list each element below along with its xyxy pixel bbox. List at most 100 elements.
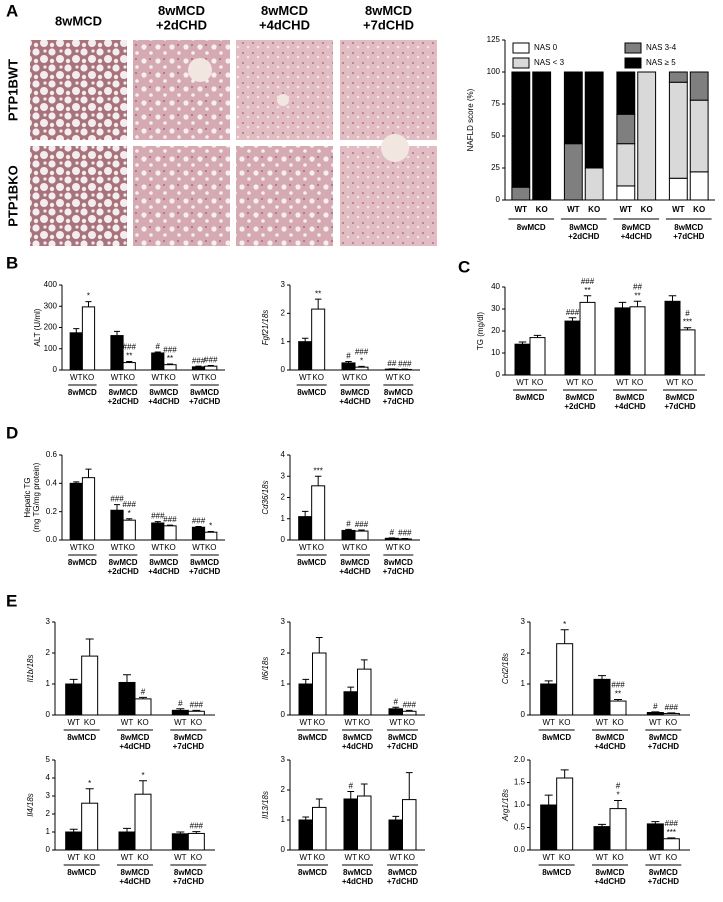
series-label: WT bbox=[152, 373, 165, 382]
bar-segment bbox=[584, 71, 604, 169]
group-label: 8wMCD bbox=[517, 223, 546, 232]
x-tick-label: WT bbox=[620, 205, 633, 214]
bar-segment bbox=[584, 167, 604, 201]
series-label: WT bbox=[299, 543, 312, 552]
series-label: KO bbox=[399, 543, 411, 552]
significance-label: ### ** bbox=[163, 345, 177, 363]
series-label: WT bbox=[566, 378, 579, 387]
series-label: WT bbox=[616, 378, 629, 387]
y-tick-label: 0 bbox=[496, 370, 501, 379]
category-label: 8wMCD +7dCHD bbox=[664, 393, 696, 411]
series-label: KO bbox=[559, 853, 571, 862]
legend-swatch bbox=[624, 57, 642, 69]
series-label: KO bbox=[358, 853, 370, 862]
histology-row-label: PTP1BWT bbox=[5, 59, 20, 121]
bar bbox=[540, 683, 558, 716]
y-tick-label: 1 bbox=[46, 827, 51, 836]
error-bar bbox=[583, 295, 592, 303]
significance-label: ### bbox=[398, 359, 412, 368]
bar-segment bbox=[616, 113, 636, 145]
series-label: KO bbox=[313, 853, 325, 862]
legend-swatch bbox=[624, 42, 642, 54]
series-label: WT bbox=[70, 543, 83, 552]
error-bar bbox=[345, 361, 352, 363]
y-tick-label: 0.6 bbox=[46, 450, 58, 459]
bar bbox=[540, 804, 558, 851]
histology-image bbox=[30, 40, 127, 140]
bar bbox=[110, 335, 124, 371]
y-tick-label: 1 bbox=[281, 514, 286, 523]
y-tick-label: 0.5 bbox=[514, 823, 526, 832]
bar bbox=[564, 320, 581, 376]
y-tick-label: 2 bbox=[46, 809, 51, 818]
y-tick-label: 2 bbox=[281, 493, 286, 502]
error-bar bbox=[139, 780, 147, 795]
bar bbox=[298, 516, 313, 541]
category-label: 8wMCD +7dCHD bbox=[173, 868, 205, 886]
bar-segment bbox=[616, 185, 636, 201]
y-tick-label: 1 bbox=[281, 337, 286, 346]
category-label: 8wMCD +2dCHD bbox=[107, 558, 139, 576]
y-tick-label: 100 bbox=[44, 344, 58, 353]
error-bar bbox=[544, 794, 553, 805]
vein bbox=[381, 134, 409, 162]
y-tick-label: 0 bbox=[46, 845, 51, 854]
y-tick-label: 1 bbox=[281, 679, 286, 688]
error-bar bbox=[614, 800, 622, 809]
legend-label: NAS < 3 bbox=[534, 58, 565, 67]
x-tick-label: WT bbox=[672, 205, 685, 214]
significance-label: ** bbox=[315, 289, 321, 298]
series-label: KO bbox=[83, 543, 95, 552]
error-bar bbox=[113, 330, 121, 336]
bar bbox=[614, 307, 631, 376]
y-axis-label: Il1b/18s bbox=[26, 654, 35, 682]
error-bar bbox=[360, 783, 368, 796]
category-label: 8wMCD +4dCHD bbox=[148, 388, 180, 406]
series-label: KO bbox=[682, 378, 694, 387]
bar bbox=[187, 832, 205, 851]
series-label: WT bbox=[542, 718, 555, 727]
bar bbox=[593, 678, 611, 716]
significance-label: ### bbox=[665, 703, 679, 712]
bar bbox=[69, 332, 83, 371]
error-bar bbox=[166, 524, 174, 526]
significance-label: ### bbox=[566, 308, 580, 317]
y-tick-label: 4 bbox=[46, 773, 51, 782]
histology-column-label: 8wMCD +4dCHD bbox=[259, 3, 310, 32]
y-tick-label: 1 bbox=[46, 679, 51, 688]
category-label: 8wMCD +7dCHD bbox=[387, 733, 419, 751]
category-label: 8wMCD +4dCHD bbox=[339, 388, 371, 406]
error-bar bbox=[301, 337, 309, 342]
error-bar bbox=[518, 341, 527, 345]
histology-column-label: 8wMCD +7dCHD bbox=[363, 3, 414, 32]
significance-label: # * bbox=[616, 782, 621, 800]
series-label: WT bbox=[596, 853, 609, 862]
bar bbox=[298, 819, 313, 851]
y-tick-label: 0 bbox=[281, 710, 286, 719]
significance-label: # bbox=[653, 702, 658, 711]
significance-label: ### ** bbox=[581, 277, 595, 295]
series-label: KO bbox=[666, 853, 678, 862]
significance-label: ## ** bbox=[633, 283, 642, 301]
y-tick-label: 2 bbox=[281, 785, 286, 794]
series-label: WT bbox=[192, 373, 205, 382]
x-tick-label: KO bbox=[588, 205, 600, 214]
significance-label: ### *** bbox=[665, 819, 679, 837]
significance-label: * bbox=[141, 771, 144, 780]
bar-segment bbox=[668, 177, 688, 201]
significance-label: ## bbox=[387, 359, 396, 368]
bar bbox=[163, 525, 177, 541]
bar bbox=[593, 826, 611, 851]
series-label: WT bbox=[192, 543, 205, 552]
bar-segment bbox=[689, 71, 709, 101]
y-tick-label: 125 bbox=[487, 35, 501, 44]
histology-row-label: PTP1BKO bbox=[5, 165, 20, 226]
error-bar bbox=[302, 816, 310, 820]
series-label: KO bbox=[123, 373, 135, 382]
bar-segment bbox=[668, 71, 688, 83]
category-label: 8wMCD +7dCHD bbox=[189, 388, 221, 406]
x-tick-label: KO bbox=[693, 205, 705, 214]
y-tick-label: 400 bbox=[44, 280, 58, 289]
error-bar bbox=[315, 798, 323, 808]
vein bbox=[188, 58, 212, 82]
